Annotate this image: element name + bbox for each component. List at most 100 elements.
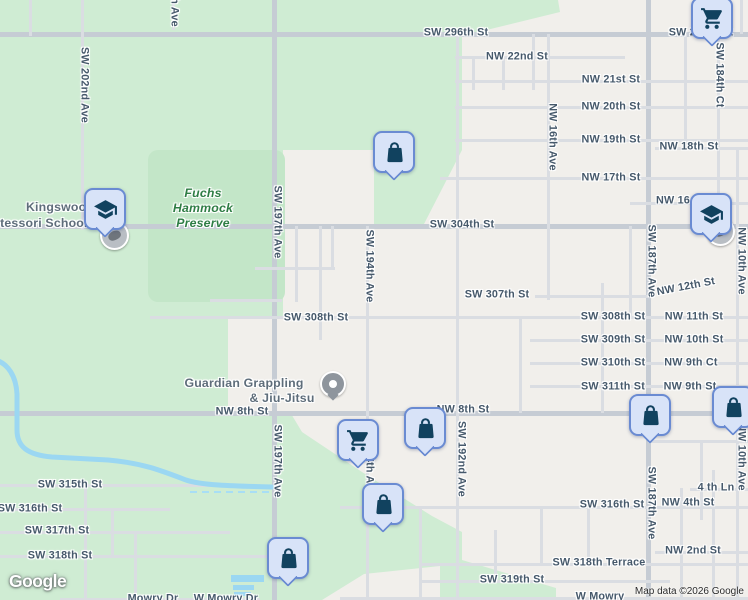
shopping-bag-icon [642, 404, 659, 425]
school-marker[interactable] [84, 188, 126, 230]
shopping-cart-icon [700, 7, 722, 29]
shopping-cart-marker[interactable] [337, 419, 379, 461]
street-label-sw-308th-st-w: SW 308th St [283, 311, 349, 324]
road [712, 470, 715, 600]
road [502, 56, 505, 90]
street-label-nw-9th-st: NW 9th St [663, 380, 717, 393]
street-label-sw-318th-st: SW 318th St [27, 549, 93, 562]
google-logo[interactable]: Google [9, 571, 67, 591]
road [455, 139, 748, 142]
street-label-sw-296th-st-w: SW 296th St [423, 26, 489, 39]
road [736, 150, 739, 600]
road [340, 506, 748, 509]
shopping-bag-marker[interactable] [712, 386, 748, 428]
road [530, 362, 748, 365]
road [601, 283, 604, 413]
road [295, 226, 298, 302]
street-label-nw-19th-st: NW 19th St [581, 133, 641, 146]
road [60, 598, 260, 600]
street-label-nw-16th-ave: NW 16th Ave [546, 103, 559, 171]
road [0, 484, 240, 487]
road [530, 339, 748, 342]
road [648, 440, 748, 443]
gym-label-line1[interactable]: Guardian Grappling [184, 375, 304, 390]
street-label-nw-21st-st: NW 21st St [581, 73, 641, 86]
street-label-nw-8th-st-w: NW 8th St [215, 405, 269, 418]
street-label-sw-184th-ct: SW 184th Ct [713, 42, 726, 108]
street-label-sw-318th-terrace: SW 318th Terrace [552, 556, 646, 569]
road [690, 488, 748, 491]
shopping-cart-marker[interactable] [691, 0, 733, 39]
street-label-sw-309th-st: SW 309th St [580, 333, 646, 346]
street-label-mowry-dr: Mowry Dr [127, 592, 179, 600]
street-label-sw-197th-ave-s: SW 197th Ave [271, 424, 284, 498]
street-label-nw-18th-st: NW 18th St [659, 140, 719, 153]
street-label-sw-187th-ave-s: SW 187th Ave [645, 466, 658, 540]
shopping-bag-icon [280, 547, 297, 568]
street-label-sw-304th-st: SW 304th St [429, 218, 495, 231]
preserve-label-line2: Hammock [172, 200, 234, 215]
street-label-sw-307th-st: SW 307th St [464, 288, 530, 301]
street-label-sw-187th-ave-n: SW 187th Ave [645, 224, 658, 298]
road [81, 0, 84, 230]
street-label-sw-202nd-ave: SW 202nd Ave [78, 46, 91, 124]
shopping-bag-marker[interactable] [404, 407, 446, 449]
street-label-sw-316th-st-e: SW 316th St [579, 498, 645, 511]
road [150, 316, 748, 319]
shopping-cart-icon [346, 429, 368, 451]
map-attribution: Map data ©2026 Google [634, 586, 744, 597]
road [331, 226, 334, 268]
shopping-bag-icon [386, 141, 403, 162]
street-label-sw-317th-st: SW 317th St [24, 524, 90, 537]
road [420, 580, 670, 583]
shopping-bag-icon [725, 396, 742, 417]
gym-label-line2[interactable]: & Jiu-Jitsu [249, 390, 315, 405]
road [455, 80, 748, 83]
street-label-sw-310th-st: SW 310th St [580, 356, 646, 369]
street-label-nw-8th-st-e: NW 8th St [436, 403, 490, 416]
graduation-cap-icon [93, 199, 117, 219]
road [210, 299, 282, 302]
road [630, 202, 748, 205]
shopping-bag-marker[interactable] [629, 394, 671, 436]
road [547, 34, 550, 300]
road [111, 508, 114, 556]
road [134, 531, 137, 600]
road [29, 0, 32, 36]
road [472, 56, 475, 90]
road [530, 385, 748, 388]
street-label-nw-10th-st: NW 10th St [664, 333, 724, 346]
shopping-bag-marker[interactable] [373, 131, 415, 173]
street-label-w-mowry: W Mowry [575, 590, 625, 600]
road [456, 34, 459, 600]
road [366, 226, 369, 600]
street-label-nw-11th-st: NW 11th St [664, 310, 724, 323]
road [680, 488, 683, 600]
street-label-nw-17th-st: NW 17th St [581, 171, 641, 184]
road [717, 34, 720, 226]
road [540, 506, 543, 564]
street-label-nw-22nd-st: NW 22nd St [486, 50, 548, 63]
road [684, 34, 687, 150]
road [319, 226, 322, 340]
preserve-label-line1: Fuchs [184, 185, 222, 200]
road [655, 551, 748, 554]
preserve-label-line3: Preserve [176, 215, 230, 230]
road [455, 56, 625, 59]
street-label-h-ave-partial: h Ave [168, 0, 181, 27]
school-label-line1[interactable]: Kingswood [25, 199, 95, 214]
road [340, 597, 748, 600]
street-label-sw-194th-ave-n: SW 194th Ave [363, 229, 376, 303]
road [646, 0, 651, 600]
poi-circle-icon[interactable] [320, 371, 346, 397]
shopping-bag-marker[interactable] [267, 537, 309, 579]
road [0, 531, 230, 534]
shopping-bag-marker[interactable] [362, 483, 404, 525]
road [419, 506, 422, 600]
school-label-line2[interactable]: ntessori School [0, 215, 88, 230]
poi-hole [329, 380, 337, 388]
street-label-sw-192nd-ave: SW 192nd Ave [455, 420, 468, 498]
school-marker[interactable] [690, 193, 732, 235]
street-label-nw-2nd-st: NW 2nd St [665, 544, 721, 557]
